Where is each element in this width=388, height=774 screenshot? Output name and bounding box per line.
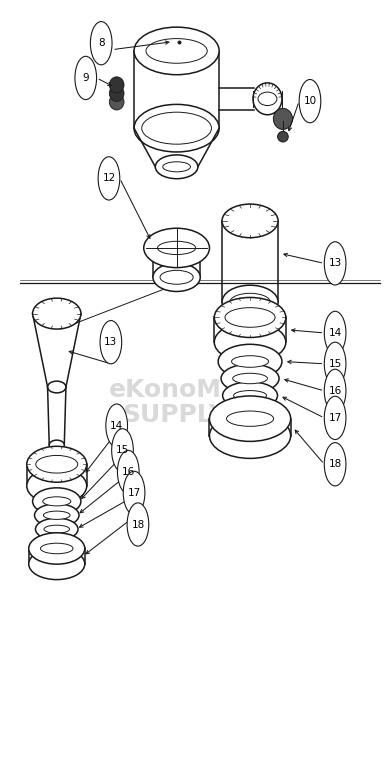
Text: 16: 16 <box>122 467 135 477</box>
Ellipse shape <box>163 162 191 172</box>
Circle shape <box>324 396 346 440</box>
Text: 16: 16 <box>329 386 342 396</box>
Text: 14: 14 <box>110 420 123 430</box>
Text: 18: 18 <box>131 519 145 529</box>
Circle shape <box>299 80 321 123</box>
Text: 13: 13 <box>329 259 342 269</box>
Ellipse shape <box>142 112 211 144</box>
Text: 10: 10 <box>303 96 317 106</box>
Ellipse shape <box>134 27 219 75</box>
Text: 12: 12 <box>102 173 116 183</box>
Ellipse shape <box>214 322 286 362</box>
Ellipse shape <box>210 396 291 441</box>
Ellipse shape <box>225 307 275 327</box>
Circle shape <box>324 311 346 354</box>
Circle shape <box>324 342 346 385</box>
Text: 15: 15 <box>116 445 129 455</box>
Ellipse shape <box>27 447 87 482</box>
Text: 13: 13 <box>104 337 118 348</box>
Circle shape <box>123 471 145 515</box>
Ellipse shape <box>221 364 279 393</box>
Ellipse shape <box>43 497 71 506</box>
Ellipse shape <box>155 155 198 179</box>
Ellipse shape <box>222 285 278 319</box>
Ellipse shape <box>29 548 85 580</box>
Circle shape <box>324 443 346 486</box>
Ellipse shape <box>35 504 79 527</box>
Ellipse shape <box>222 204 278 238</box>
Ellipse shape <box>109 85 124 101</box>
Text: 18: 18 <box>329 459 342 469</box>
Circle shape <box>90 22 112 65</box>
Ellipse shape <box>144 228 210 268</box>
Ellipse shape <box>29 533 85 564</box>
Circle shape <box>75 57 97 100</box>
Text: 9: 9 <box>82 73 89 83</box>
Ellipse shape <box>134 104 219 152</box>
Ellipse shape <box>258 92 277 105</box>
Text: 14: 14 <box>329 328 342 338</box>
Text: 15: 15 <box>329 359 342 369</box>
Ellipse shape <box>109 94 124 110</box>
Ellipse shape <box>210 413 291 458</box>
Ellipse shape <box>234 391 267 400</box>
Ellipse shape <box>35 518 78 540</box>
Text: eKonoMY
SUPPLY: eKonoMY SUPPLY <box>109 378 240 427</box>
Ellipse shape <box>274 108 293 129</box>
Ellipse shape <box>27 468 87 504</box>
Ellipse shape <box>33 298 81 329</box>
Ellipse shape <box>277 132 288 142</box>
Ellipse shape <box>232 356 268 368</box>
Ellipse shape <box>158 241 196 255</box>
Circle shape <box>324 369 346 413</box>
Circle shape <box>112 429 133 472</box>
Circle shape <box>100 320 122 364</box>
Circle shape <box>98 157 120 200</box>
Text: 17: 17 <box>127 488 141 498</box>
Ellipse shape <box>36 455 78 473</box>
Ellipse shape <box>109 77 124 93</box>
Circle shape <box>106 404 128 447</box>
Ellipse shape <box>253 83 282 115</box>
Ellipse shape <box>218 344 282 378</box>
Ellipse shape <box>214 297 286 337</box>
Circle shape <box>324 241 346 285</box>
Text: 8: 8 <box>98 38 104 48</box>
Ellipse shape <box>153 263 200 292</box>
Ellipse shape <box>146 39 207 63</box>
Ellipse shape <box>223 382 277 409</box>
Circle shape <box>127 503 149 546</box>
Ellipse shape <box>33 488 81 515</box>
Circle shape <box>118 450 139 494</box>
Ellipse shape <box>49 440 64 450</box>
Ellipse shape <box>230 293 270 310</box>
Ellipse shape <box>44 526 69 533</box>
Ellipse shape <box>43 511 70 519</box>
Ellipse shape <box>227 411 274 426</box>
Ellipse shape <box>160 270 193 284</box>
Ellipse shape <box>233 373 267 384</box>
Ellipse shape <box>48 381 66 393</box>
Text: 17: 17 <box>329 413 342 423</box>
Ellipse shape <box>40 543 73 553</box>
